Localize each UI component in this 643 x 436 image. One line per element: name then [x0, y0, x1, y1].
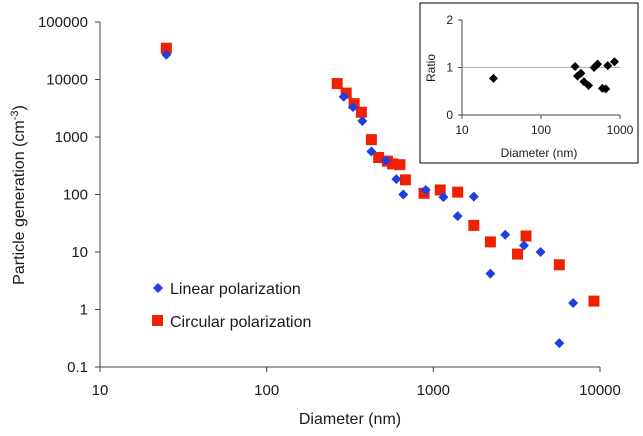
point-circular: [355, 106, 367, 118]
point-circular: [399, 174, 411, 186]
legend-marker-linear: [153, 283, 163, 293]
point-circular: [365, 134, 377, 146]
legend: Linear polarization Circular polarizatio…: [152, 281, 311, 331]
inset-point: [609, 57, 619, 67]
inset-y-axis-title: Ratio: [424, 54, 438, 82]
y-tick-label: 10: [71, 244, 88, 261]
y-tick-label: 1: [80, 302, 88, 319]
inset-point: [601, 84, 611, 94]
point-linear: [485, 268, 496, 279]
point-linear: [398, 189, 409, 200]
x-tick-label: 10000: [579, 382, 621, 399]
inset-point: [593, 59, 603, 69]
point-linear: [420, 184, 431, 195]
inset-x-tick-label: 100: [531, 123, 551, 137]
inset-frame: [419, 2, 639, 164]
main-plot: 10 100 1000 10000 0.1110100100010000100000 …: [9, 14, 621, 428]
y-tick-label: 100: [63, 187, 88, 204]
inset-point: [488, 73, 498, 83]
main-data-points: [160, 42, 600, 349]
x-tick-label: 1000: [417, 382, 450, 399]
inset-data-points: [488, 57, 619, 94]
y-tick-label: 0.1: [67, 359, 88, 376]
inset-x-tick-label: 10: [455, 123, 469, 137]
inset-chart: 10 100 1000 0 1 2 Diameter (nm) Ratio: [419, 2, 639, 164]
point-circular: [520, 230, 532, 242]
y-axis-title-superscript: -3: [9, 111, 21, 121]
y-tick-label: 100000: [38, 14, 88, 31]
main-y-ticks: 0.1 1 10 100 1000 10000 100000: [38, 14, 100, 376]
inset-x-axis-title: Diameter (nm): [501, 146, 578, 160]
point-circular: [512, 248, 524, 260]
point-linear: [348, 102, 359, 113]
point-linear: [568, 297, 579, 308]
point-linear: [500, 229, 511, 240]
point-circular: [160, 42, 172, 54]
point-linear: [452, 211, 463, 222]
x-axis-title: Diameter (nm): [299, 411, 401, 428]
point-circular: [331, 78, 343, 90]
point-circular: [394, 159, 406, 171]
inset-y-ticks: 0 1 2: [446, 13, 462, 122]
inset-point: [584, 81, 594, 91]
point-circular: [484, 236, 496, 248]
point-linear: [554, 338, 565, 349]
inset-point: [603, 61, 613, 71]
point-circular: [387, 158, 399, 170]
point-circular: [373, 152, 385, 164]
x-tick-label: 10: [92, 382, 109, 399]
point-linear: [535, 247, 546, 257]
y-axis-title-end: ): [11, 105, 28, 110]
point-linear: [357, 115, 368, 126]
inset-y-tick-label: 0: [446, 108, 453, 122]
y-tick-label: 1000: [55, 129, 88, 146]
point-linear: [468, 191, 479, 202]
y-axis-title-main: Particle generation (cm: [11, 120, 28, 285]
point-linear: [438, 192, 449, 203]
inset-y-tick-label: 2: [446, 13, 453, 27]
point-linear: [391, 174, 402, 185]
point-circular: [452, 186, 464, 198]
point-linear: [366, 146, 377, 157]
main-x-ticks: 10 100 1000 10000: [92, 367, 621, 399]
point-linear: [338, 91, 349, 102]
inset-point: [576, 68, 586, 78]
inset-point: [570, 62, 580, 72]
point-linear: [381, 155, 392, 166]
point-linear: [161, 49, 172, 60]
x-tick-label: 100: [254, 382, 279, 399]
point-circular: [340, 87, 352, 99]
inset-x-tick-label: 1000: [607, 123, 634, 137]
legend-label-circular: Circular polarization: [170, 314, 311, 331]
legend-marker-circular: [152, 315, 163, 326]
point-circular: [553, 259, 565, 271]
inset-y-tick-label: 1: [446, 61, 453, 75]
point-linear: [519, 240, 530, 251]
y-axis-title: Particle generation (cm-3): [9, 105, 28, 285]
point-circular: [468, 219, 480, 231]
legend-label-linear: Linear polarization: [170, 281, 301, 298]
point-circular: [588, 295, 600, 307]
inset-x-ticks: 10 100 1000: [455, 115, 634, 137]
y-tick-label: 10000: [46, 72, 88, 89]
point-circular: [434, 184, 446, 196]
